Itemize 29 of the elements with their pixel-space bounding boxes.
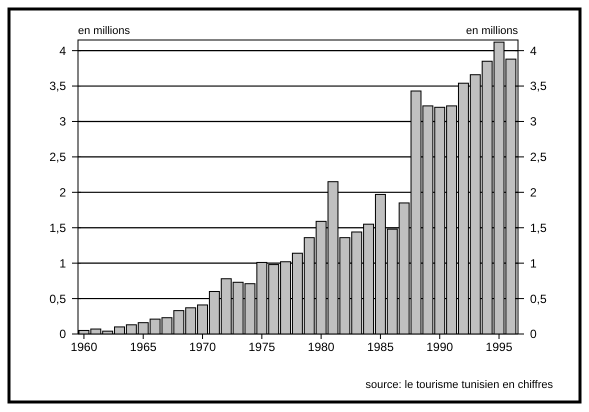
x-tick-label: 1990 [426,340,454,354]
x-tick-label: 1960 [70,340,98,354]
y-tick-label: 0 [59,327,66,342]
y2-tick-label: 0 [530,327,537,342]
x-tick-label: 1965 [130,340,157,354]
x-tick-label: 1970 [189,340,216,354]
y-tick-label: 0,5 [49,292,66,306]
x-tick-label: 1995 [486,340,513,354]
y2-axis-title: en millions [466,25,518,37]
x-tick-label: 1975 [248,340,276,354]
y2-tick-label: 3,5 [530,79,548,94]
y2-tick-label: 2 [530,186,537,200]
y2-tick-label: 3 [530,114,537,129]
y2-tick-label: 1,5 [530,220,548,235]
y-tick-label: 3,5 [49,79,66,94]
y2-tick-label: 1 [530,256,537,270]
x-tick-label: 1985 [367,340,394,354]
y-tick-label: 1 [59,256,66,270]
y2-tick-label: 2,5 [530,150,548,164]
y-axis-title: en millions [78,25,130,37]
y-tick-label: 2,5 [49,150,66,164]
y-tick-label: 4 [59,44,66,58]
y2-tick-label: 4 [530,44,537,58]
source-note: source: le tourisme tunisien en chiffres [366,379,554,391]
x-tick-label: 1980 [308,340,335,354]
y-tick-label: 2 [59,186,66,200]
y-tick-label: 3 [59,114,66,129]
y-tick-label: 1,5 [49,220,66,235]
y2-tick-label: 0,5 [530,292,548,306]
